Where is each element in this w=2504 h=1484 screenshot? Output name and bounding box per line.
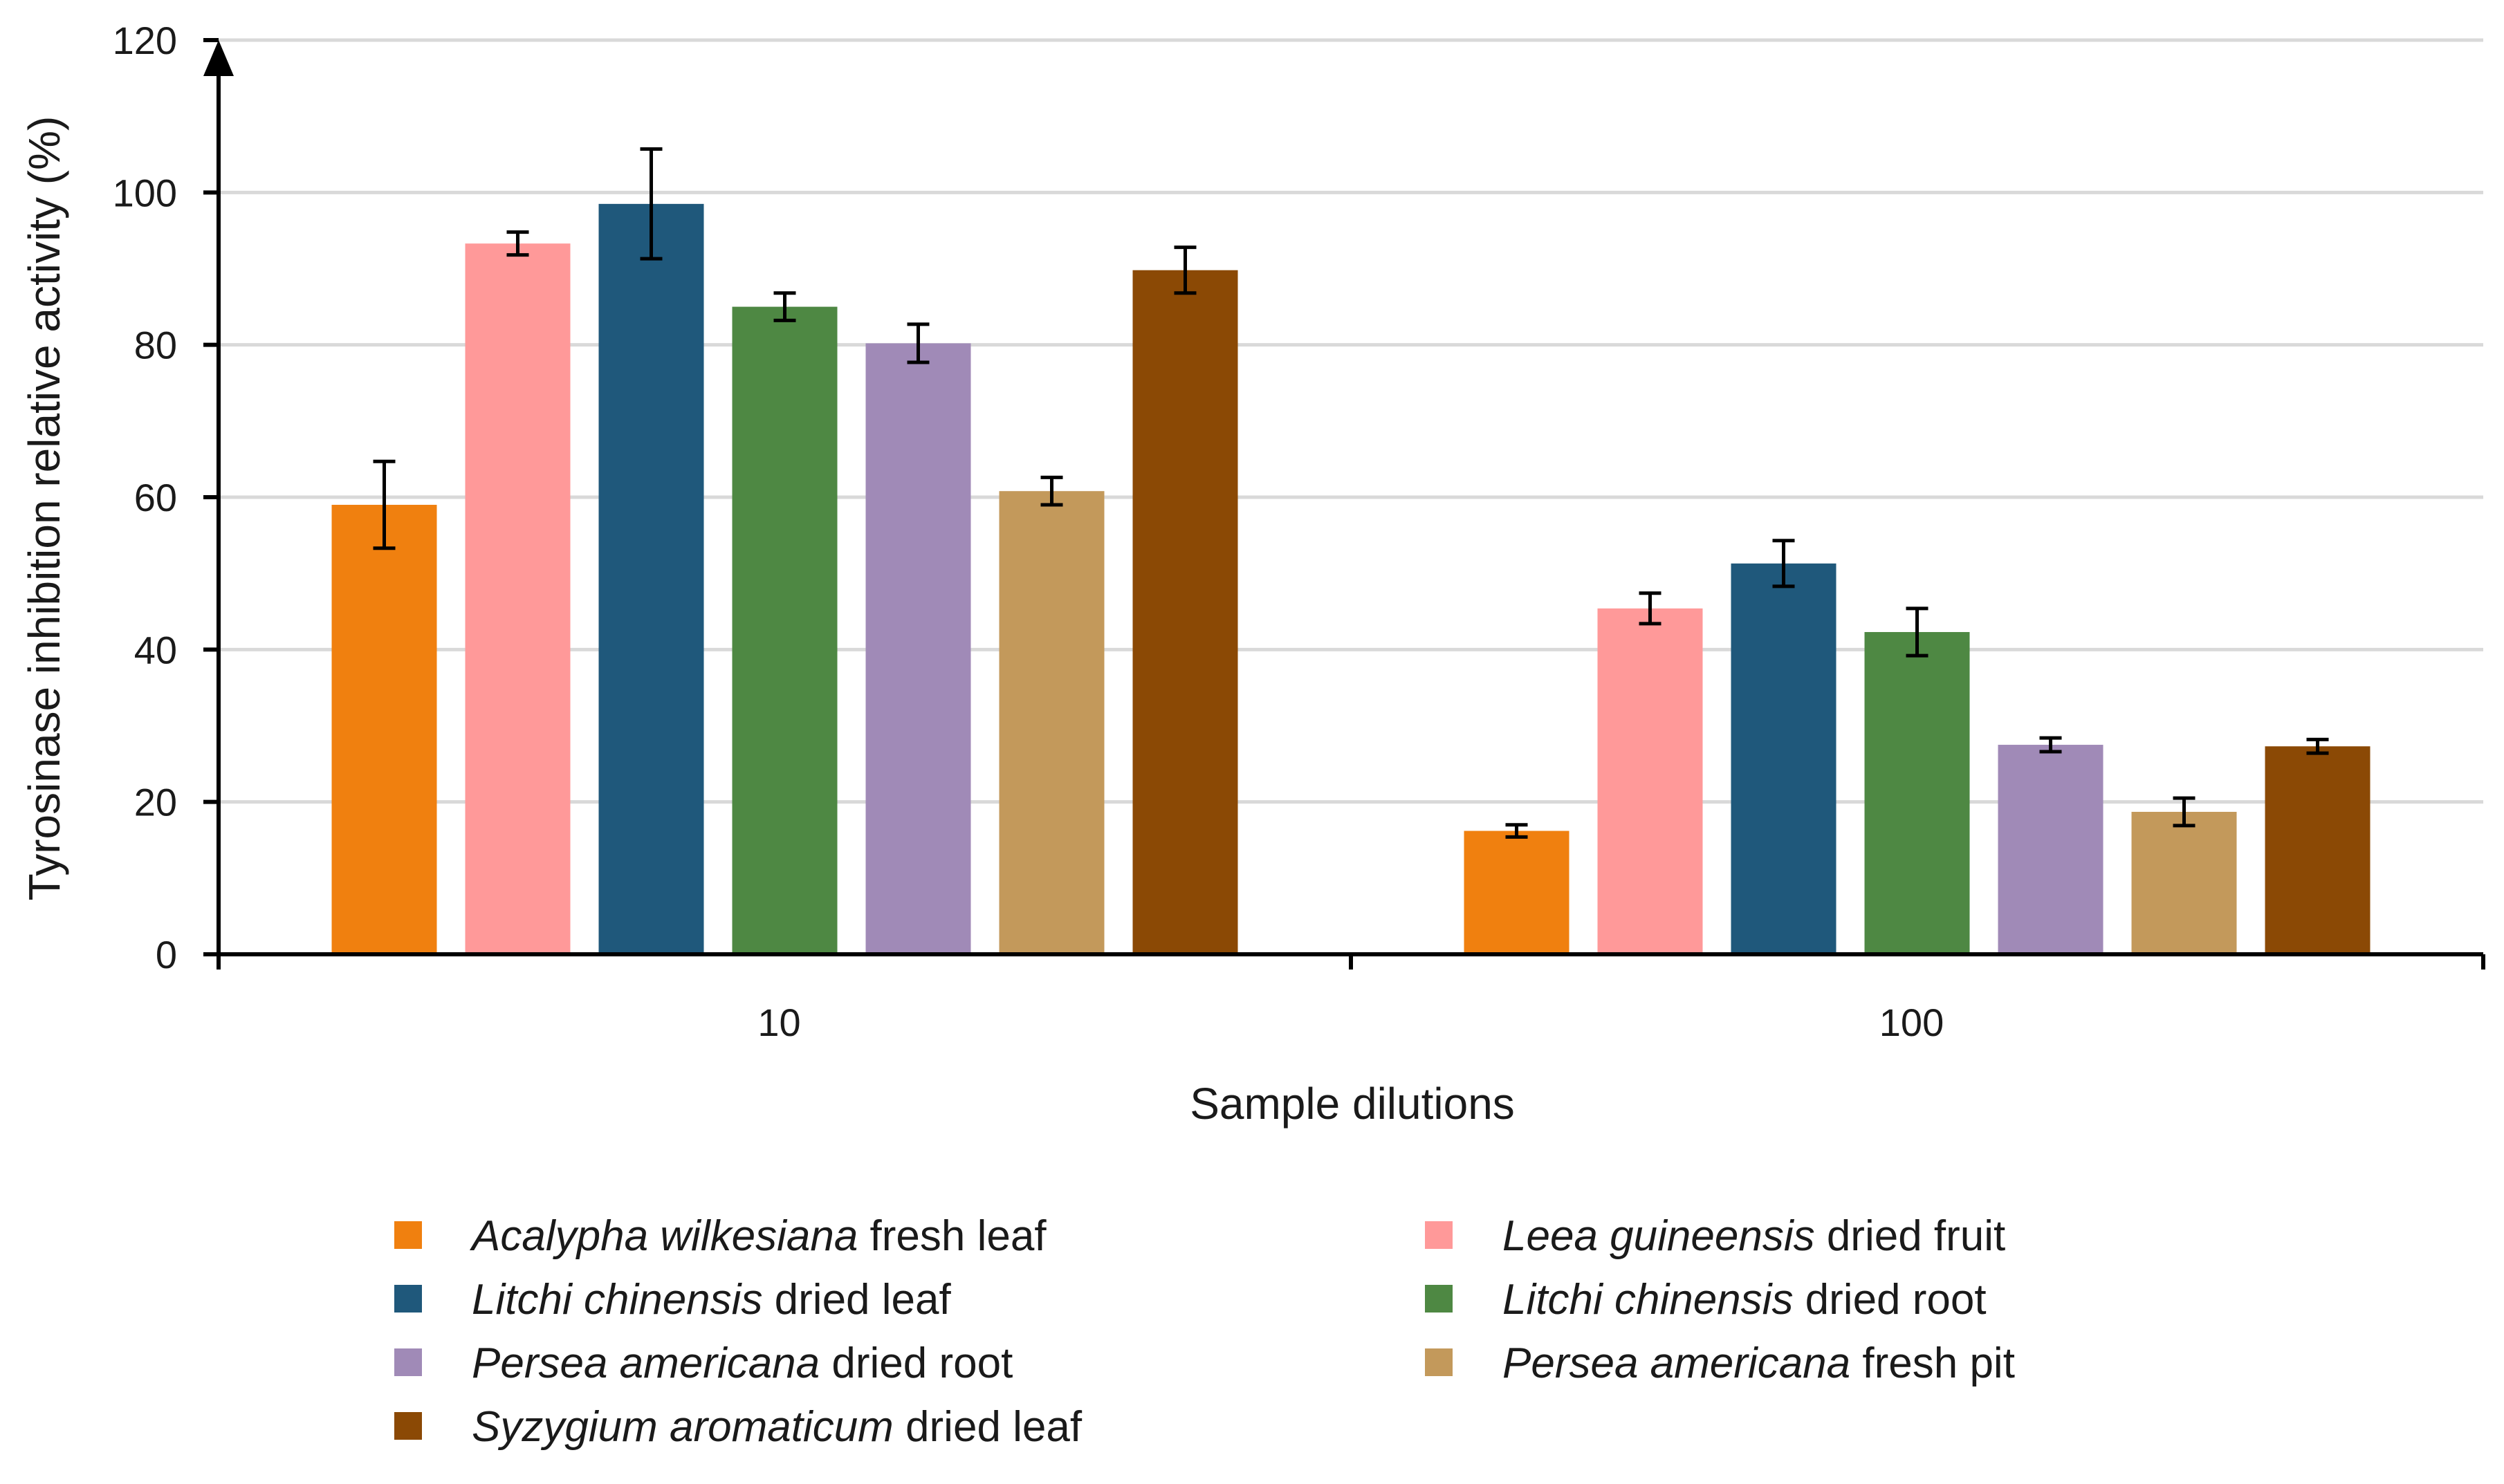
y-tick-label: 100 [113,171,177,214]
error-bar [2306,737,2329,755]
bar [331,505,437,954]
legend-label: Acalypha wilkesiana fresh leaf [469,1212,1047,1260]
legend-label-part: dried leaf [894,1403,1083,1451]
bar [465,243,571,954]
bar [1132,270,1238,954]
legend-swatch [394,1221,422,1249]
error-bar [1772,539,1795,588]
error-bar [773,291,796,322]
gridlines [219,38,2483,804]
legend-item: Persea americana fresh pit [1425,1339,2015,1387]
bar [1597,608,1703,954]
bar [2131,811,2237,954]
legend-item: Syzygium aromaticum dried leaf [394,1403,1083,1451]
y-tick-labels: 0 20 40 60 80 100 120 [113,19,177,976]
error-bars [373,147,2329,839]
legend-item: Litchi chinensis dried root [1425,1276,1987,1324]
legend-label-part: dried root [1793,1276,1986,1324]
bar [1998,745,2103,954]
legend-swatch [1425,1348,1453,1376]
legend-swatch [1425,1285,1453,1313]
error-bar [2039,736,2062,754]
bars [331,203,2370,954]
x-tick-label: 10 [757,1001,800,1044]
bar [1464,831,1569,954]
legend-label-species: Persea americana [1502,1339,1850,1387]
y-axis-arrowhead [203,40,234,76]
legend-label-part: dried fruit [1815,1212,2006,1260]
y-tick-label: 20 [134,781,177,824]
error-bar [2173,796,2195,828]
legend-label-species: Litchi chinensis [1502,1276,1793,1324]
x-tick-labels: 10 100 [757,1001,1944,1044]
error-bar [1906,606,1928,658]
bar [2265,746,2370,954]
legend-item: Persea americana dried root [394,1339,1013,1387]
error-bar [907,322,930,364]
legend-swatch [394,1412,422,1440]
legend-label-part: fresh leaf [858,1212,1047,1260]
legend-label-species: Persea americana [472,1339,820,1387]
legend-label-species: Syzygium aromaticum [472,1403,894,1451]
legend-label-species: Leea guineensis [1502,1212,1815,1260]
legend-swatch [1425,1221,1453,1249]
bar [1864,631,1970,954]
x-tick-label: 100 [1879,1001,1944,1044]
y-tick-label: 40 [134,628,177,671]
legend-label-species: Litchi chinensis [472,1276,762,1324]
legend-label: Syzygium aromaticum dried leaf [472,1403,1083,1451]
legend: Acalypha wilkesiana fresh leaf Leea guine… [394,1212,2015,1451]
legend-label-part: fresh pit [1850,1339,2015,1387]
legend-item: Leea guineensis dried fruit [1425,1212,2005,1260]
legend-item: Litchi chinensis dried leaf [394,1276,951,1324]
bar [999,491,1105,954]
legend-item: Acalypha wilkesiana fresh leaf [394,1212,1047,1260]
y-axis-title: Tyrosinase inhibition relative activity … [19,116,69,901]
y-tick-label: 0 [156,933,177,976]
y-tick-label: 60 [134,476,177,519]
error-bar [506,230,529,257]
legend-swatch [394,1285,422,1313]
legend-label: Litchi chinensis dried root [1502,1276,1987,1324]
bar [598,203,704,954]
axes [203,38,2485,970]
x-axis-title: Sample dilutions [1190,1079,1515,1129]
error-bar [1040,475,1063,507]
legend-swatch [394,1348,422,1376]
bar [865,343,971,954]
error-bar [1639,591,1661,626]
error-bar [1505,823,1528,839]
error-bar [1174,245,1197,295]
error-bar [640,147,663,261]
bar [732,306,838,954]
bar [1731,563,1836,954]
y-tick-label: 120 [113,19,177,62]
legend-label: Persea americana dried root [472,1339,1013,1387]
legend-label-part: dried root [820,1339,1013,1387]
legend-label: Persea americana fresh pit [1502,1339,2015,1387]
error-bar [373,459,396,550]
legend-label: Leea guineensis dried fruit [1502,1212,2005,1260]
legend-label-part: dried leaf [762,1276,951,1324]
y-tick-label: 80 [134,324,177,367]
legend-label-species: Acalypha wilkesiana [469,1212,858,1260]
legend-label: Litchi chinensis dried leaf [472,1276,951,1324]
